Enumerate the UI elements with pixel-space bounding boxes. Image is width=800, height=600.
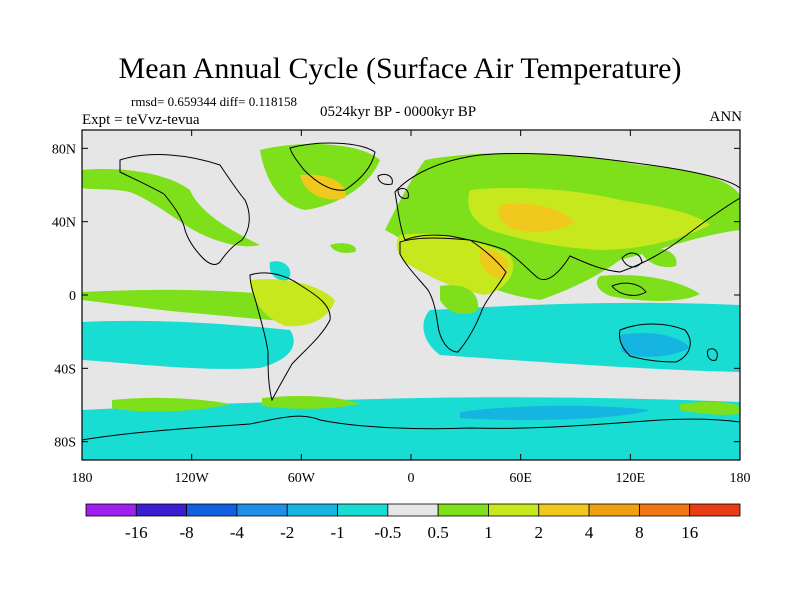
period-label: 0524kyr BP - 0000kyr BP [320,104,477,120]
longitude-axis: 180 120W 60W 0 60E 120E 180 [72,130,751,486]
colorbar-box [236,503,288,517]
colorbar-box [387,503,439,517]
lat-tick-label: 80N [52,142,76,157]
colorbar-label: 16 [681,523,698,542]
rmsd-diff-stats: rmsd= 0.659344 diff= 0.118158 [131,94,297,109]
lon-tick-label: 120E [616,471,646,486]
colorbar-label: -2 [280,523,294,542]
colorbar-box [437,503,489,517]
anomaly-region-south-warm-atlantic [262,396,360,409]
coastline-britain [397,187,409,199]
coastline-antarctica [82,415,740,441]
anomaly-region-arabia [479,249,509,279]
anomaly-region-central-asia [468,188,710,250]
colorbar-box [588,503,640,517]
lat-tick-label: 40S [54,362,76,377]
coastline-africa [399,237,507,353]
colorbar-label: 1 [484,523,493,542]
colorbar-label: 0.5 [428,523,449,542]
colorbar-box [488,503,540,517]
colorbar-label: -16 [125,523,148,542]
coastline-north-america [119,154,250,265]
lat-tick-label: 80S [54,436,76,451]
anomaly-region-sahara [396,233,514,295]
lat-tick-label: 0 [69,289,76,304]
colorbar-box [135,503,188,517]
colorbar-box [538,503,590,517]
lon-tick-label: 0 [408,471,415,486]
latitude-axis: 80N 40N 0 40S 80S [52,142,740,451]
coastlines [82,142,740,441]
coastline-eurasia [394,152,740,280]
colorbar-box [85,503,137,517]
colorbar-labels: -16 -8 -4 -2 -1 -0.5 0.5 1 2 4 8 16 [125,523,698,542]
colorbar-label: -1 [330,523,344,542]
colorbar-boxes [85,503,741,517]
colorbar-box [186,503,238,517]
colorbar-box [337,503,389,517]
experiment-label: Expt = teVvz-tevua [82,112,200,128]
anomaly-region-south-africa-cool [455,338,476,356]
anomaly-region-north-atlantic [330,243,356,253]
coastline-new-zealand [707,348,718,361]
season-label: ANN [709,109,743,125]
colorbar-label: -8 [180,523,194,542]
coastline-indonesia [611,282,647,296]
anomaly-region-amazon-cool [269,261,291,281]
lon-tick-label: 60W [288,471,316,486]
anomaly-region-north-america [82,169,260,247]
anomaly-region-south-warm-east [680,401,740,415]
lon-tick-label: 180 [730,471,751,486]
coastline-greenland [289,142,376,191]
colorbar-label: -0.5 [374,523,401,542]
coastline-south-america [249,272,331,402]
lat-tick-label: 40N [52,216,76,231]
anomaly-region-tropical-pacific [82,289,304,322]
colorbar-label: 2 [535,523,544,542]
colorbar-box [638,503,691,517]
anomaly-fields [82,144,740,460]
anomaly-region-australia [620,333,690,357]
colorbar-box [689,503,741,517]
anomaly-region-south-america [250,279,335,327]
anomaly-region-south-pacific [82,320,294,369]
colorbar-label: 4 [585,523,594,542]
lon-tick-label: 120W [175,471,210,486]
anomaly-region-maritime-continent [596,274,700,301]
coastline-australia [619,323,691,363]
anomaly-region-central-africa [440,285,479,315]
coastline-iceland [377,173,393,185]
colorbar-box [286,503,338,517]
anomaly-region-asia-warm [498,203,575,232]
anomaly-region-greenland-strong [300,174,346,200]
coastline-japan [621,252,643,268]
lon-tick-label: 180 [72,471,93,486]
anomaly-region-antarctic-strong [460,405,650,420]
colorbar-label: 8 [635,523,644,542]
lon-tick-label: 60E [509,471,532,486]
colorbar-label: -4 [230,523,245,542]
anomaly-region-west-pacific [640,247,677,268]
anomaly-region-south-warm-west [112,397,230,412]
map-title: Mean Annual Cycle (Surface Air Temperatu… [118,52,682,85]
